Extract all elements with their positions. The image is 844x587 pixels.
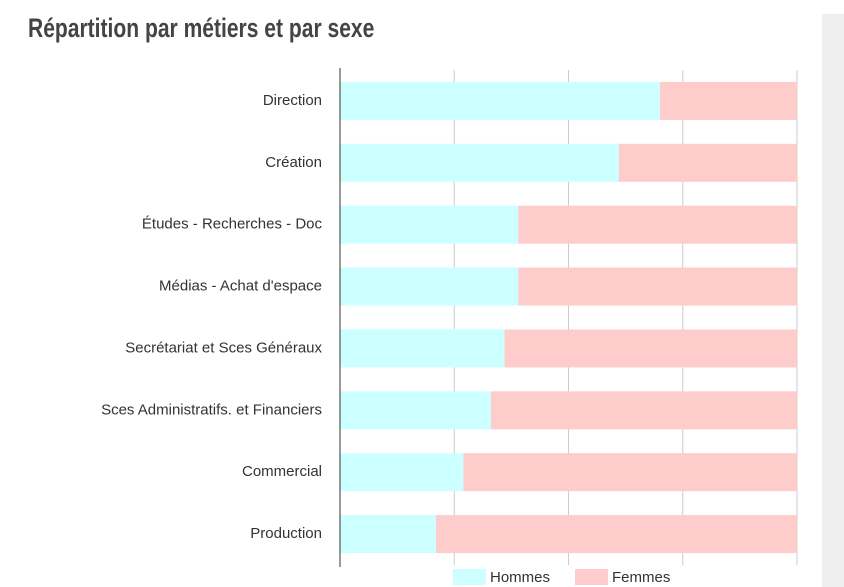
y-tick-label: Commercial — [242, 463, 322, 480]
legend-label: Femmes — [612, 569, 670, 586]
y-tick-label: Direction — [263, 92, 322, 109]
bar-segment — [340, 143, 619, 182]
y-tick-label: Études - Recherches - Doc — [142, 216, 323, 233]
bar-segment — [340, 267, 519, 306]
bar-segment — [518, 205, 797, 244]
bar-segment — [518, 267, 797, 306]
bar-segment — [340, 81, 660, 120]
bar-segment — [490, 391, 797, 430]
y-tick-label: Médias - Achat d'espace — [159, 278, 322, 295]
bar-segment — [340, 515, 436, 554]
bar-segment — [340, 205, 519, 244]
y-tick-label: Secrétariat et Sces Généraux — [125, 339, 322, 356]
bar-segment — [659, 81, 797, 120]
bar-segment — [618, 143, 797, 182]
bar-segment — [340, 453, 464, 492]
side-panel — [822, 14, 844, 587]
bar-segment — [435, 515, 797, 554]
y-tick-label: Création — [265, 154, 322, 171]
chart-title: Répartition par métiers et par sexe — [28, 14, 374, 44]
y-tick-label: Production — [250, 525, 322, 542]
bar-segment — [340, 391, 491, 430]
legend-label: Hommes — [490, 569, 550, 586]
bar-segment — [504, 329, 797, 368]
legend-swatch — [575, 569, 609, 585]
bar-segment — [340, 329, 505, 368]
bar-segment — [463, 453, 797, 492]
legend-swatch — [453, 569, 486, 585]
y-tick-label: Sces Administratifs. et Financiers — [101, 401, 322, 418]
